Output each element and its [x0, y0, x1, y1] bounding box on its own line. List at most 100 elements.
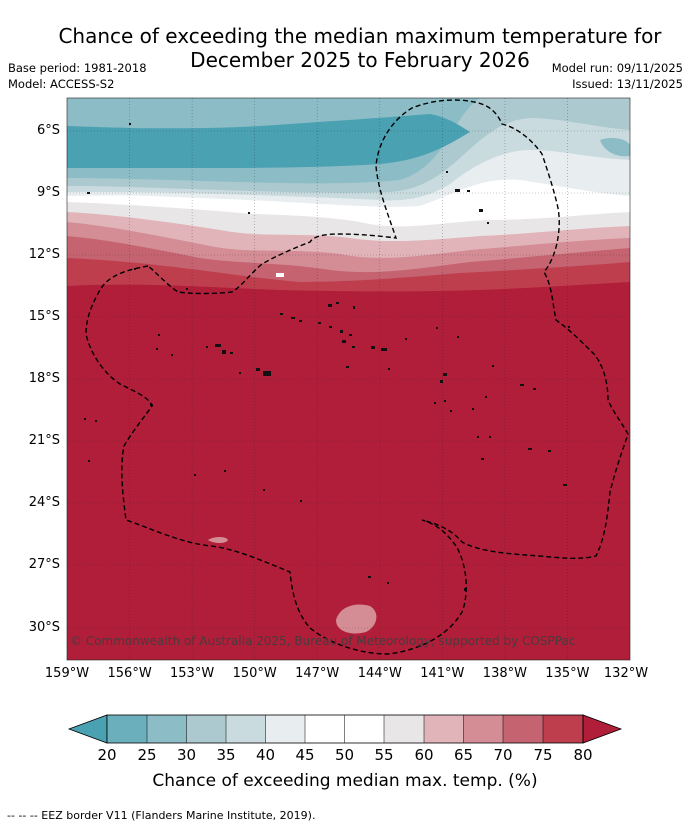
map-area: [67, 98, 630, 660]
island: [230, 352, 233, 354]
island: [443, 373, 447, 376]
colorbar-tick: 75: [533, 746, 553, 764]
island: [87, 192, 90, 194]
colorbar-swatch: [384, 715, 424, 743]
lon-label: 150°W: [232, 666, 277, 681]
colorbar-tick: 30: [176, 746, 197, 764]
lon-label: 159°W: [44, 666, 90, 681]
island: [95, 420, 97, 422]
colorbar-tick: 55: [374, 746, 394, 764]
island: [492, 365, 494, 367]
island: [528, 448, 532, 450]
colorbar-swatch: [226, 715, 266, 743]
colorbar-tick: 45: [295, 746, 315, 764]
island: [405, 338, 407, 340]
colorbar-tick: 80: [573, 746, 593, 764]
lat-label: 18°S: [28, 371, 60, 386]
island: [134, 268, 136, 270]
colorbar: [67, 714, 623, 744]
island: [328, 304, 332, 307]
island: [477, 436, 479, 438]
lon-label: 147°W: [295, 666, 340, 681]
lat-label: 30°S: [28, 620, 60, 635]
island: [464, 588, 466, 591]
lat-label: 27°S: [28, 557, 60, 572]
colorbar-tick: 25: [137, 746, 157, 764]
island: [568, 326, 570, 328]
run-info: Model run: 09/11/2025 Issued: 13/11/2025: [552, 60, 683, 92]
island: [440, 380, 443, 383]
island: [388, 368, 390, 370]
lon-label: 156°W: [107, 666, 152, 681]
lat-label: 6°S: [36, 123, 60, 138]
colorbar-swatch: [463, 715, 503, 743]
lat-label: 21°S: [28, 433, 60, 448]
eez-footnote: -- -- -- EEZ border V11 (Flanders Marine…: [7, 809, 316, 822]
islands: [84, 123, 570, 591]
colorbar-frame: [106, 714, 584, 744]
model-run-date: Model run: 09/11/2025: [551, 61, 683, 75]
island: [485, 396, 487, 398]
colorbar-swatch: [543, 715, 583, 743]
model-info: Base period: 1981-2018 Model: ACCESS-S2: [8, 60, 147, 92]
island: [206, 346, 208, 348]
island: [340, 330, 343, 333]
colorbar-swatch: [186, 715, 226, 743]
colorbar-tick: 60: [414, 746, 434, 764]
chart-title: Chance of exceeding the median maximum t…: [40, 24, 680, 72]
island: [300, 500, 302, 502]
lon-label: 153°W: [170, 666, 215, 681]
island: [352, 346, 355, 348]
island: [548, 450, 551, 452]
colorbar-swatch: [265, 715, 305, 743]
island: [481, 458, 484, 460]
island: [222, 350, 226, 354]
island: [129, 123, 131, 125]
graticule: [67, 98, 630, 660]
colorbar-swatch: [147, 715, 187, 743]
band-below-20: [67, 114, 470, 168]
island: [450, 410, 452, 412]
island: [318, 322, 321, 324]
island: [563, 484, 567, 486]
island: [194, 474, 196, 476]
island: [381, 348, 387, 351]
island: [472, 408, 474, 410]
lat-label: 9°S: [36, 185, 60, 200]
island: [336, 302, 339, 304]
lon-label: 141°W: [420, 666, 465, 681]
island: [446, 171, 448, 173]
island: [186, 288, 188, 290]
island: [444, 400, 446, 402]
lon-label: 138°W: [482, 666, 527, 681]
colorbar-title: Chance of exceeding median max. temp. (%…: [152, 771, 538, 791]
island: [329, 326, 332, 328]
island: [215, 344, 221, 347]
lat-label: 24°S: [28, 495, 60, 510]
island: [280, 313, 283, 315]
island: [299, 320, 302, 322]
model-name: Model: ACCESS-S2: [8, 77, 115, 91]
island: [489, 436, 491, 438]
colorbar-tick: 50: [334, 746, 355, 764]
warm-blob-small: [208, 537, 228, 543]
colorbar-tick: 20: [97, 746, 117, 764]
eez-border-polynesia: [85, 99, 629, 655]
island: [291, 317, 295, 319]
island: [346, 366, 349, 368]
island: [248, 212, 250, 214]
lon-label: 144°W: [357, 666, 402, 681]
island: [84, 418, 86, 420]
island: [171, 354, 173, 356]
island: [368, 576, 371, 578]
island: [457, 336, 459, 338]
base-period: Base period: 1981-2018: [8, 61, 147, 75]
warm-blob: [336, 604, 377, 634]
copyright-notice: © Commonwealth of Australia 2025, Bureau…: [70, 634, 576, 648]
island: [387, 582, 389, 584]
island: [487, 222, 489, 224]
island: [371, 346, 375, 349]
island: [467, 190, 470, 192]
colorbar-tick: 65: [453, 746, 474, 764]
colorbar-dividers: [146, 715, 544, 743]
